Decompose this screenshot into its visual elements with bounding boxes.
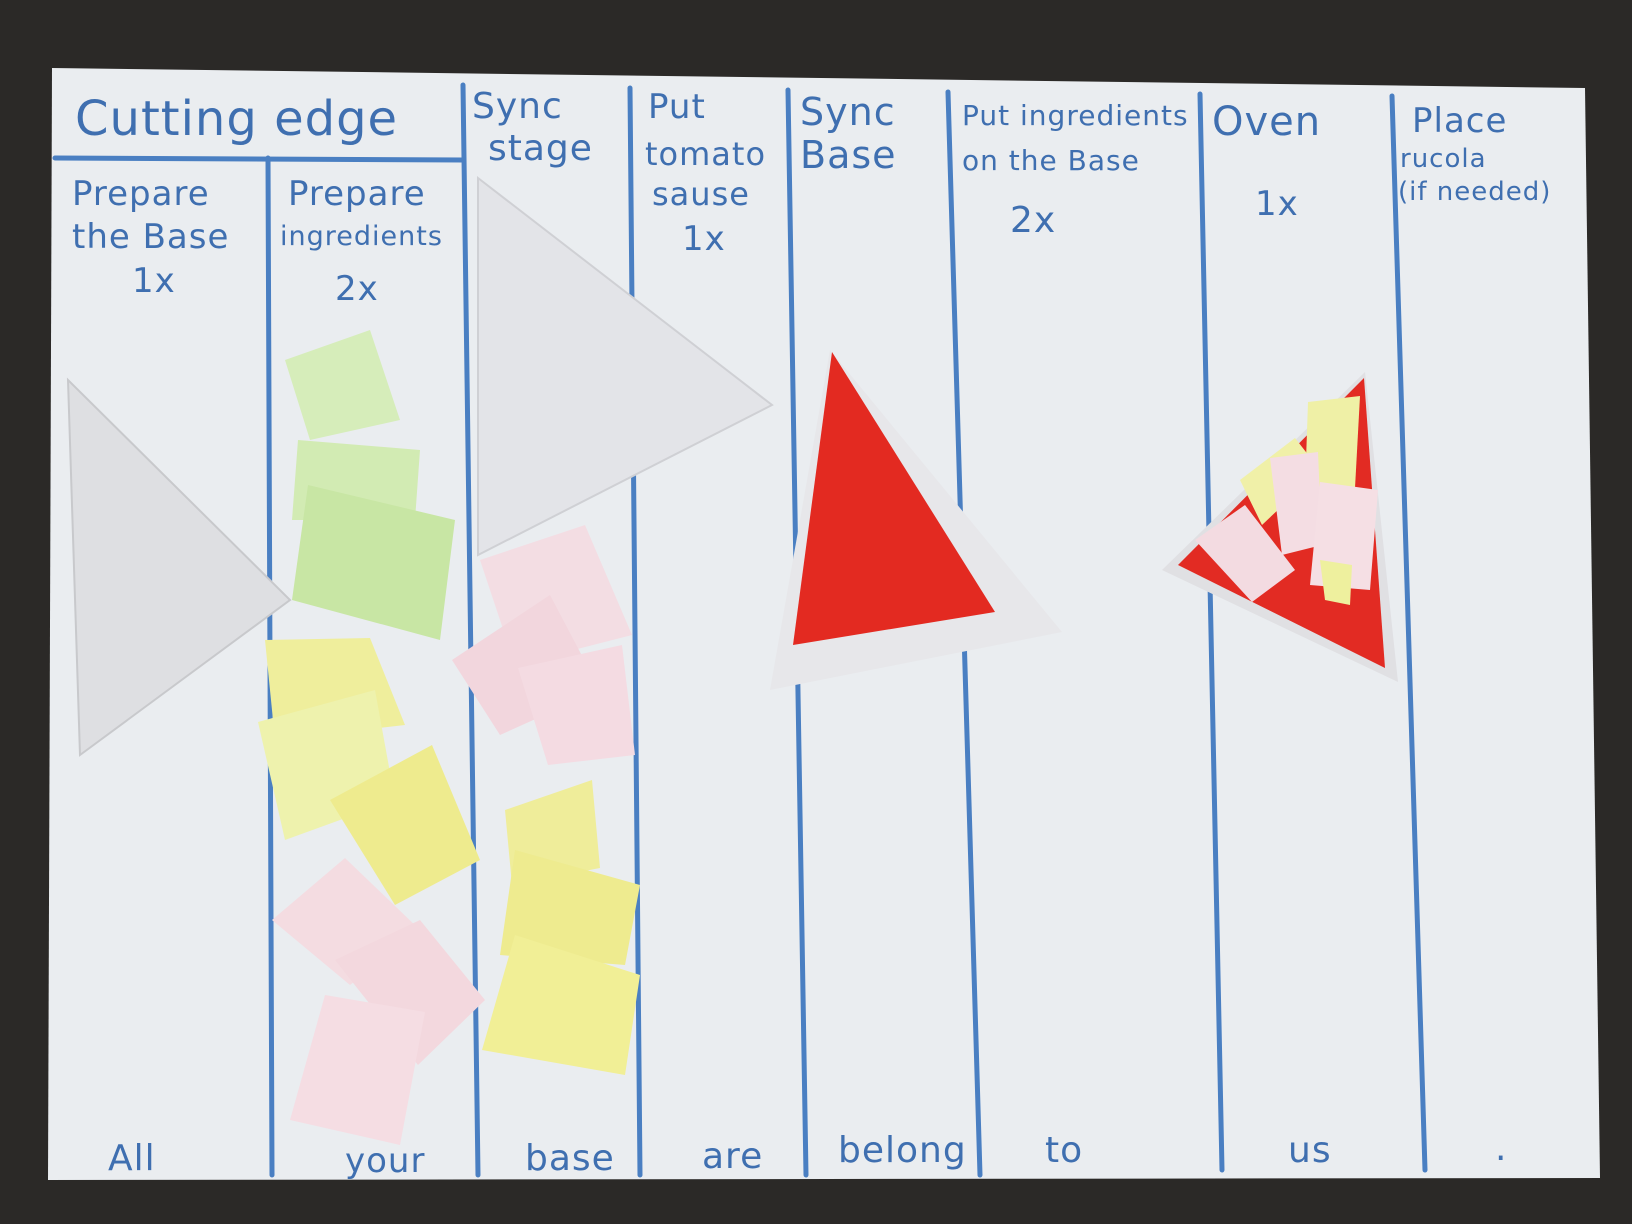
- yellow-note: [500, 850, 640, 965]
- column-title-line: ingredients: [280, 221, 443, 252]
- column-title-line: Sync: [800, 90, 896, 134]
- column-title-line: the Base: [72, 217, 229, 257]
- column-title-line: Oven: [1212, 99, 1321, 145]
- column-title-line: tomato: [645, 135, 766, 173]
- column-header-sync-base: Sync Base: [800, 90, 897, 177]
- group-underline: [52, 155, 466, 163]
- column-multiplier: 2x: [335, 269, 379, 309]
- divider-line: [1197, 91, 1225, 1173]
- pink-topping: [1270, 452, 1322, 555]
- pink-note: [335, 920, 485, 1065]
- column-title-line: on the Base: [962, 144, 1140, 177]
- column-header-put-tomato-sauce: Put tomato sause 1x: [645, 87, 766, 259]
- column-title-line: sause: [652, 175, 750, 213]
- column-title-line: Place: [1412, 101, 1507, 141]
- column-header-place-rucola: Place rucola (if needed): [1398, 101, 1551, 207]
- column-multiplier: 1x: [132, 261, 176, 301]
- pink-note: [518, 645, 635, 765]
- yellow-note: [330, 745, 480, 905]
- divider-line: [627, 85, 643, 1178]
- column-title-line: rucola: [1400, 144, 1487, 174]
- column-title-line: Base: [800, 133, 897, 177]
- base-triangle-card: [66, 377, 292, 757]
- footer-word: us: [1288, 1130, 1332, 1171]
- column-multiplier: 1x: [1255, 184, 1299, 224]
- column-title-line: Put: [648, 87, 706, 127]
- column-multiplier: 1x: [682, 219, 726, 259]
- column-header-put-ingredients: Put ingredients on the Base 2x: [962, 99, 1189, 241]
- yellow-topping: [1305, 396, 1360, 490]
- base-triangle-card: [477, 175, 774, 557]
- column-header-sync-stage: Sync stage: [472, 86, 593, 169]
- ingredient-notes-column-3: [452, 525, 640, 1075]
- column-multiplier: 2x: [1010, 200, 1056, 241]
- divider-line: [1389, 93, 1428, 1173]
- sauced-base-card: [770, 350, 1062, 690]
- finished-pizza-card: [1162, 372, 1398, 682]
- yellow-note: [482, 935, 640, 1075]
- footer-word: All: [108, 1138, 156, 1179]
- yellow-topping: [1320, 560, 1352, 605]
- column-title-line: Prepare: [288, 174, 426, 214]
- footer-word: your: [345, 1141, 425, 1181]
- footer-word: to: [1045, 1130, 1083, 1171]
- column-title-line: Sync: [472, 86, 563, 127]
- column-header-oven: Oven 1x: [1212, 99, 1321, 224]
- column-header-prepare-base: Prepare the Base 1x: [72, 174, 229, 301]
- column-title-line: (if needed): [1398, 177, 1551, 207]
- pink-topping: [1195, 505, 1295, 602]
- footer-word: .: [1495, 1128, 1507, 1169]
- column-title-line: Prepare: [72, 174, 210, 214]
- footer-word: base: [525, 1138, 615, 1179]
- footer-phrase: All your base are belong to us .: [108, 1128, 1507, 1181]
- column-header-prepare-ingredients: Prepare ingredients 2x: [280, 174, 443, 309]
- pink-note: [290, 995, 425, 1145]
- green-note: [292, 485, 455, 640]
- column-title-line: stage: [488, 128, 593, 169]
- ingredient-notes-column-2: [258, 330, 485, 1145]
- footer-word: are: [702, 1136, 763, 1177]
- tomato-sauce-layer: [793, 352, 995, 645]
- column-title-line: Put ingredients: [962, 99, 1189, 132]
- green-note: [285, 330, 400, 440]
- group-header: Cutting edge: [75, 91, 398, 147]
- footer-word: belong: [838, 1130, 967, 1171]
